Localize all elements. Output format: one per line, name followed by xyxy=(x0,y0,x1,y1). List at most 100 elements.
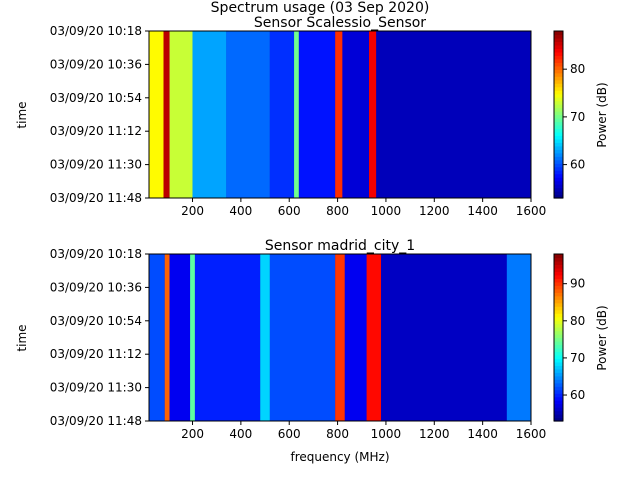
x-tick-label: 1600 xyxy=(516,427,547,441)
x-tick-label: 800 xyxy=(326,427,349,441)
colorbar-swatch xyxy=(554,149,563,154)
colorbar-swatch xyxy=(554,379,563,384)
colorbar-tick-label: 60 xyxy=(570,388,585,402)
colorbar-swatch xyxy=(554,267,563,272)
colorbar-swatch xyxy=(554,51,563,56)
colorbar-swatch xyxy=(554,159,563,164)
colorbar-swatch xyxy=(554,97,563,102)
colorbar-swatch xyxy=(554,344,563,349)
y-axis-label-top: time xyxy=(15,101,29,128)
colorbar-swatch xyxy=(554,260,563,266)
colorbar-swatch xyxy=(554,48,563,53)
heatmap-band-11 xyxy=(376,31,531,198)
colorbar-swatch xyxy=(554,187,563,192)
heatmap-band-4 xyxy=(226,31,270,198)
colorbar-swatch xyxy=(554,166,563,171)
x-tick-label: 1000 xyxy=(371,427,402,441)
colorbar-swatch xyxy=(554,285,563,290)
colorbar-swatch xyxy=(554,334,563,339)
colorbar-swatch xyxy=(554,354,563,359)
colorbar-swatch xyxy=(554,121,563,126)
heatmap-band-5 xyxy=(260,254,270,421)
colorbar-swatch xyxy=(554,76,563,81)
x-tick-label: 1200 xyxy=(419,427,450,441)
colorbar-swatch xyxy=(554,323,563,328)
colorbar-swatch xyxy=(554,184,563,189)
colorbar-swatch xyxy=(554,93,563,98)
colorbar-swatch xyxy=(554,365,563,370)
heatmap-band-2 xyxy=(169,254,191,421)
colorbar-swatch xyxy=(554,302,563,307)
colorbar-swatch xyxy=(554,177,563,182)
colorbar-tick-label: 80 xyxy=(570,62,585,76)
colorbar-swatch xyxy=(554,295,563,300)
colorbar-tick-label: 80 xyxy=(570,314,585,328)
heatmap-band-1 xyxy=(164,254,170,421)
heatmap-band-2 xyxy=(169,31,193,198)
colorbar-swatch xyxy=(554,417,563,422)
colorbar-swatch xyxy=(554,327,563,332)
figure-suptitle: Spectrum usage (03 Sep 2020) xyxy=(211,0,430,16)
colorbar-swatch xyxy=(554,194,563,199)
colorbar-swatch xyxy=(554,414,563,419)
colorbar-swatch xyxy=(554,361,563,366)
colorbar-swatch xyxy=(554,375,563,380)
colorbar-swatch xyxy=(554,107,563,112)
colorbar-swatch xyxy=(554,117,563,123)
heatmap-band-6 xyxy=(294,31,299,198)
x-axis-label: frequency (MHz) xyxy=(290,450,389,464)
colorbar-swatch xyxy=(554,382,563,387)
x-tick-label: 1400 xyxy=(467,427,498,441)
colorbar-swatch xyxy=(554,31,563,36)
colorbar-tick-label: 70 xyxy=(570,110,585,124)
y-tick-label: 03/09/20 11:12 xyxy=(50,124,142,138)
colorbar-swatch xyxy=(554,128,563,133)
colorbar-swatch xyxy=(554,58,563,63)
colorbar-swatch xyxy=(554,389,563,394)
colorbar-swatch xyxy=(554,55,563,60)
x-tick-label: 200 xyxy=(181,427,204,441)
heatmap-band-10 xyxy=(369,31,377,198)
x-tick-label: 400 xyxy=(229,427,252,441)
heatmap-band-7 xyxy=(298,31,336,198)
colorbar-swatch xyxy=(554,288,563,293)
colorbar-swatch xyxy=(554,410,563,415)
colorbar-swatch xyxy=(554,142,563,147)
heatmap-band-10 xyxy=(381,254,507,421)
colorbar-tick-label: 90 xyxy=(570,277,585,291)
x-tick-label: 800 xyxy=(326,204,349,218)
colorbar-swatch xyxy=(554,372,563,377)
colorbar-swatch xyxy=(554,358,563,363)
colorbar-swatch xyxy=(554,152,563,157)
heatmap-band-3 xyxy=(190,254,195,421)
y-tick-label: 03/09/20 10:18 xyxy=(50,247,142,261)
colorbar-swatch xyxy=(554,403,563,408)
colorbar-swatch xyxy=(554,299,563,304)
colorbar-swatch xyxy=(554,69,563,74)
colorbar-swatch xyxy=(554,347,563,353)
colorbar-tick-label: 70 xyxy=(570,351,585,365)
colorbar-swatch xyxy=(554,337,563,342)
y-tick-label: 03/09/20 11:48 xyxy=(50,191,142,205)
colorbar-swatch xyxy=(554,163,563,168)
colorbar-swatch xyxy=(554,306,563,311)
colorbar-swatch xyxy=(554,138,563,143)
colorbar-swatch xyxy=(554,124,563,130)
colorbar-swatch xyxy=(554,351,563,356)
chart-title-top: Sensor Scalessio_Sensor xyxy=(254,15,426,31)
colorbar-swatch xyxy=(554,281,563,286)
colorbar-swatch xyxy=(554,62,563,67)
heatmap-band-1 xyxy=(163,31,170,198)
colorbar-swatch xyxy=(554,44,563,49)
colorbar-swatch xyxy=(554,386,563,391)
colorbar-swatch xyxy=(554,156,563,161)
heatmap-band-4 xyxy=(194,254,261,421)
colorbar-swatch xyxy=(554,309,563,314)
colorbar-swatch xyxy=(554,271,563,276)
y-axis-label-bottom: time xyxy=(15,324,29,351)
colorbar-swatch xyxy=(554,131,563,136)
y-tick-label: 03/09/20 10:54 xyxy=(50,91,142,105)
x-tick-label: 1600 xyxy=(516,204,547,218)
colorbar-swatch xyxy=(554,180,563,185)
heatmap-band-5 xyxy=(269,31,295,198)
